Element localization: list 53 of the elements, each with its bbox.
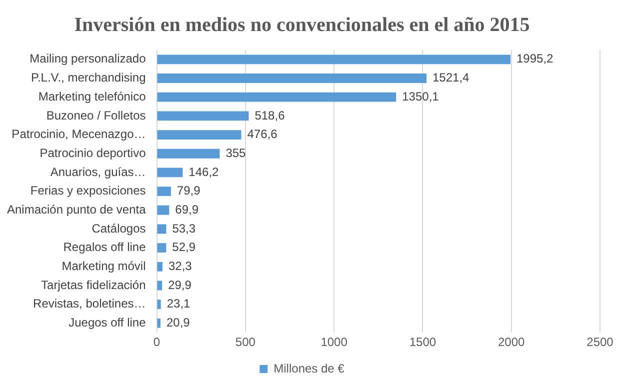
bar: [157, 54, 510, 64]
y-tick-label: Animación punto de venta: [6, 202, 146, 216]
y-tick-label: Patrocinio deportivo: [40, 146, 146, 160]
data-label: 69,9: [175, 202, 199, 216]
bar: [157, 280, 162, 290]
bar: [157, 130, 242, 140]
x-tick-label: 1500: [409, 335, 436, 350]
bar: [157, 224, 166, 234]
bar: [157, 318, 160, 328]
bar: [157, 148, 220, 158]
data-label: 1995,2: [516, 52, 554, 66]
bar: [157, 243, 166, 253]
chart-title: Inversión en medios no convencionales en el año 2015: [74, 14, 530, 36]
y-tick-label: Anuarios, guías…: [50, 164, 146, 179]
data-label: 146,2: [188, 164, 220, 179]
data-label: 355: [226, 146, 246, 160]
y-tick-label: Tarjetas fidelización: [41, 278, 146, 292]
x-tick-label: 2000: [498, 335, 526, 350]
y-tick-label: Juegos off line: [68, 315, 146, 330]
x-tick-label: 2500: [586, 335, 614, 350]
y-tick-label: Marketing móvil: [62, 258, 146, 273]
data-label: 20,9: [166, 315, 190, 330]
y-tick-label: Buzoneo / Folletos: [46, 108, 146, 122]
bar: [157, 92, 396, 102]
y-tick-label: Catálogos: [92, 221, 146, 236]
y-tick-label: Patrocinio, Mecenazgo…: [12, 127, 146, 142]
data-label: 1521,4: [432, 70, 470, 85]
data-label: 29,9: [168, 278, 192, 292]
bar: [157, 300, 161, 310]
y-tick-label: Ferias y exposiciones: [30, 184, 146, 198]
bar: [157, 186, 171, 196]
y-tick-label: Mailing personalizado: [30, 52, 146, 66]
bar: [157, 168, 183, 178]
y-tick-label: Revistas, boletines…: [33, 296, 146, 311]
legend-label: Millones de €: [274, 361, 345, 376]
data-label: 32,3: [168, 258, 192, 273]
y-tick-label: P.L.V., merchandising: [31, 70, 146, 85]
data-label: 23,1: [166, 296, 191, 311]
data-label: 53,3: [172, 221, 196, 236]
x-tick-label: 500: [235, 335, 256, 350]
bar: [157, 262, 162, 272]
bar: [157, 205, 170, 215]
x-tick-label: 1000: [320, 335, 348, 350]
bar: [157, 111, 249, 121]
data-label: 52,9: [172, 240, 196, 254]
bar: [157, 74, 426, 83]
y-tick-label: Regalos off line: [63, 240, 146, 254]
data-label: 79,9: [176, 184, 201, 198]
y-tick-label: Marketing telefónico: [38, 89, 146, 104]
data-label: 476,6: [247, 127, 278, 142]
x-tick-label: 0: [153, 335, 160, 350]
data-label: 518,6: [254, 108, 286, 122]
data-label: 1350,1: [402, 89, 440, 104]
